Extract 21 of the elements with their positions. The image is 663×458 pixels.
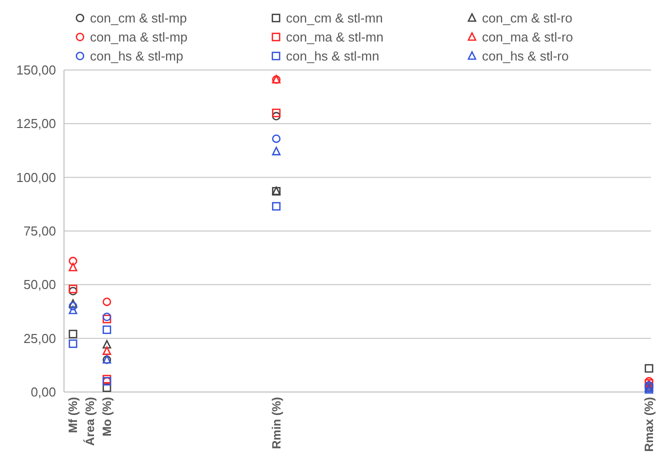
x-tick-label: Mf (%): [66, 397, 80, 433]
x-tick-label: Mo (%): [100, 397, 114, 436]
y-tick-label: 0,00: [30, 384, 56, 400]
y-tick-label: 100,00: [16, 170, 56, 185]
y-tick-label: 150,00: [16, 62, 56, 78]
y-tick-label: 75,00: [23, 224, 56, 239]
y-tick-label: 50,00: [23, 277, 56, 292]
legend-label: con_ma & stl-mp: [90, 30, 188, 45]
legend-label: con_ma & stl-ro: [482, 30, 574, 45]
x-tick-label: Rmax (%): [642, 397, 656, 452]
y-tick-label: 125,00: [16, 116, 56, 132]
legend-label: con_cm & stl-mp: [90, 10, 187, 26]
legend-label: con_hs & stl-ro: [482, 48, 569, 64]
y-tick-label: 25,00: [23, 330, 56, 346]
legend-label: con_ma & stl-mn: [286, 30, 384, 45]
legend-label: con_hs & stl-mp: [90, 48, 184, 64]
legend-label: con_cm & stl-ro: [482, 10, 572, 26]
legend-label: con_cm & stl-mn: [286, 10, 383, 26]
x-tick-label: Rmin (%): [269, 397, 284, 449]
legend-label: con_hs & stl-mn: [286, 48, 380, 64]
x-tick-label: Área (%): [83, 397, 98, 446]
